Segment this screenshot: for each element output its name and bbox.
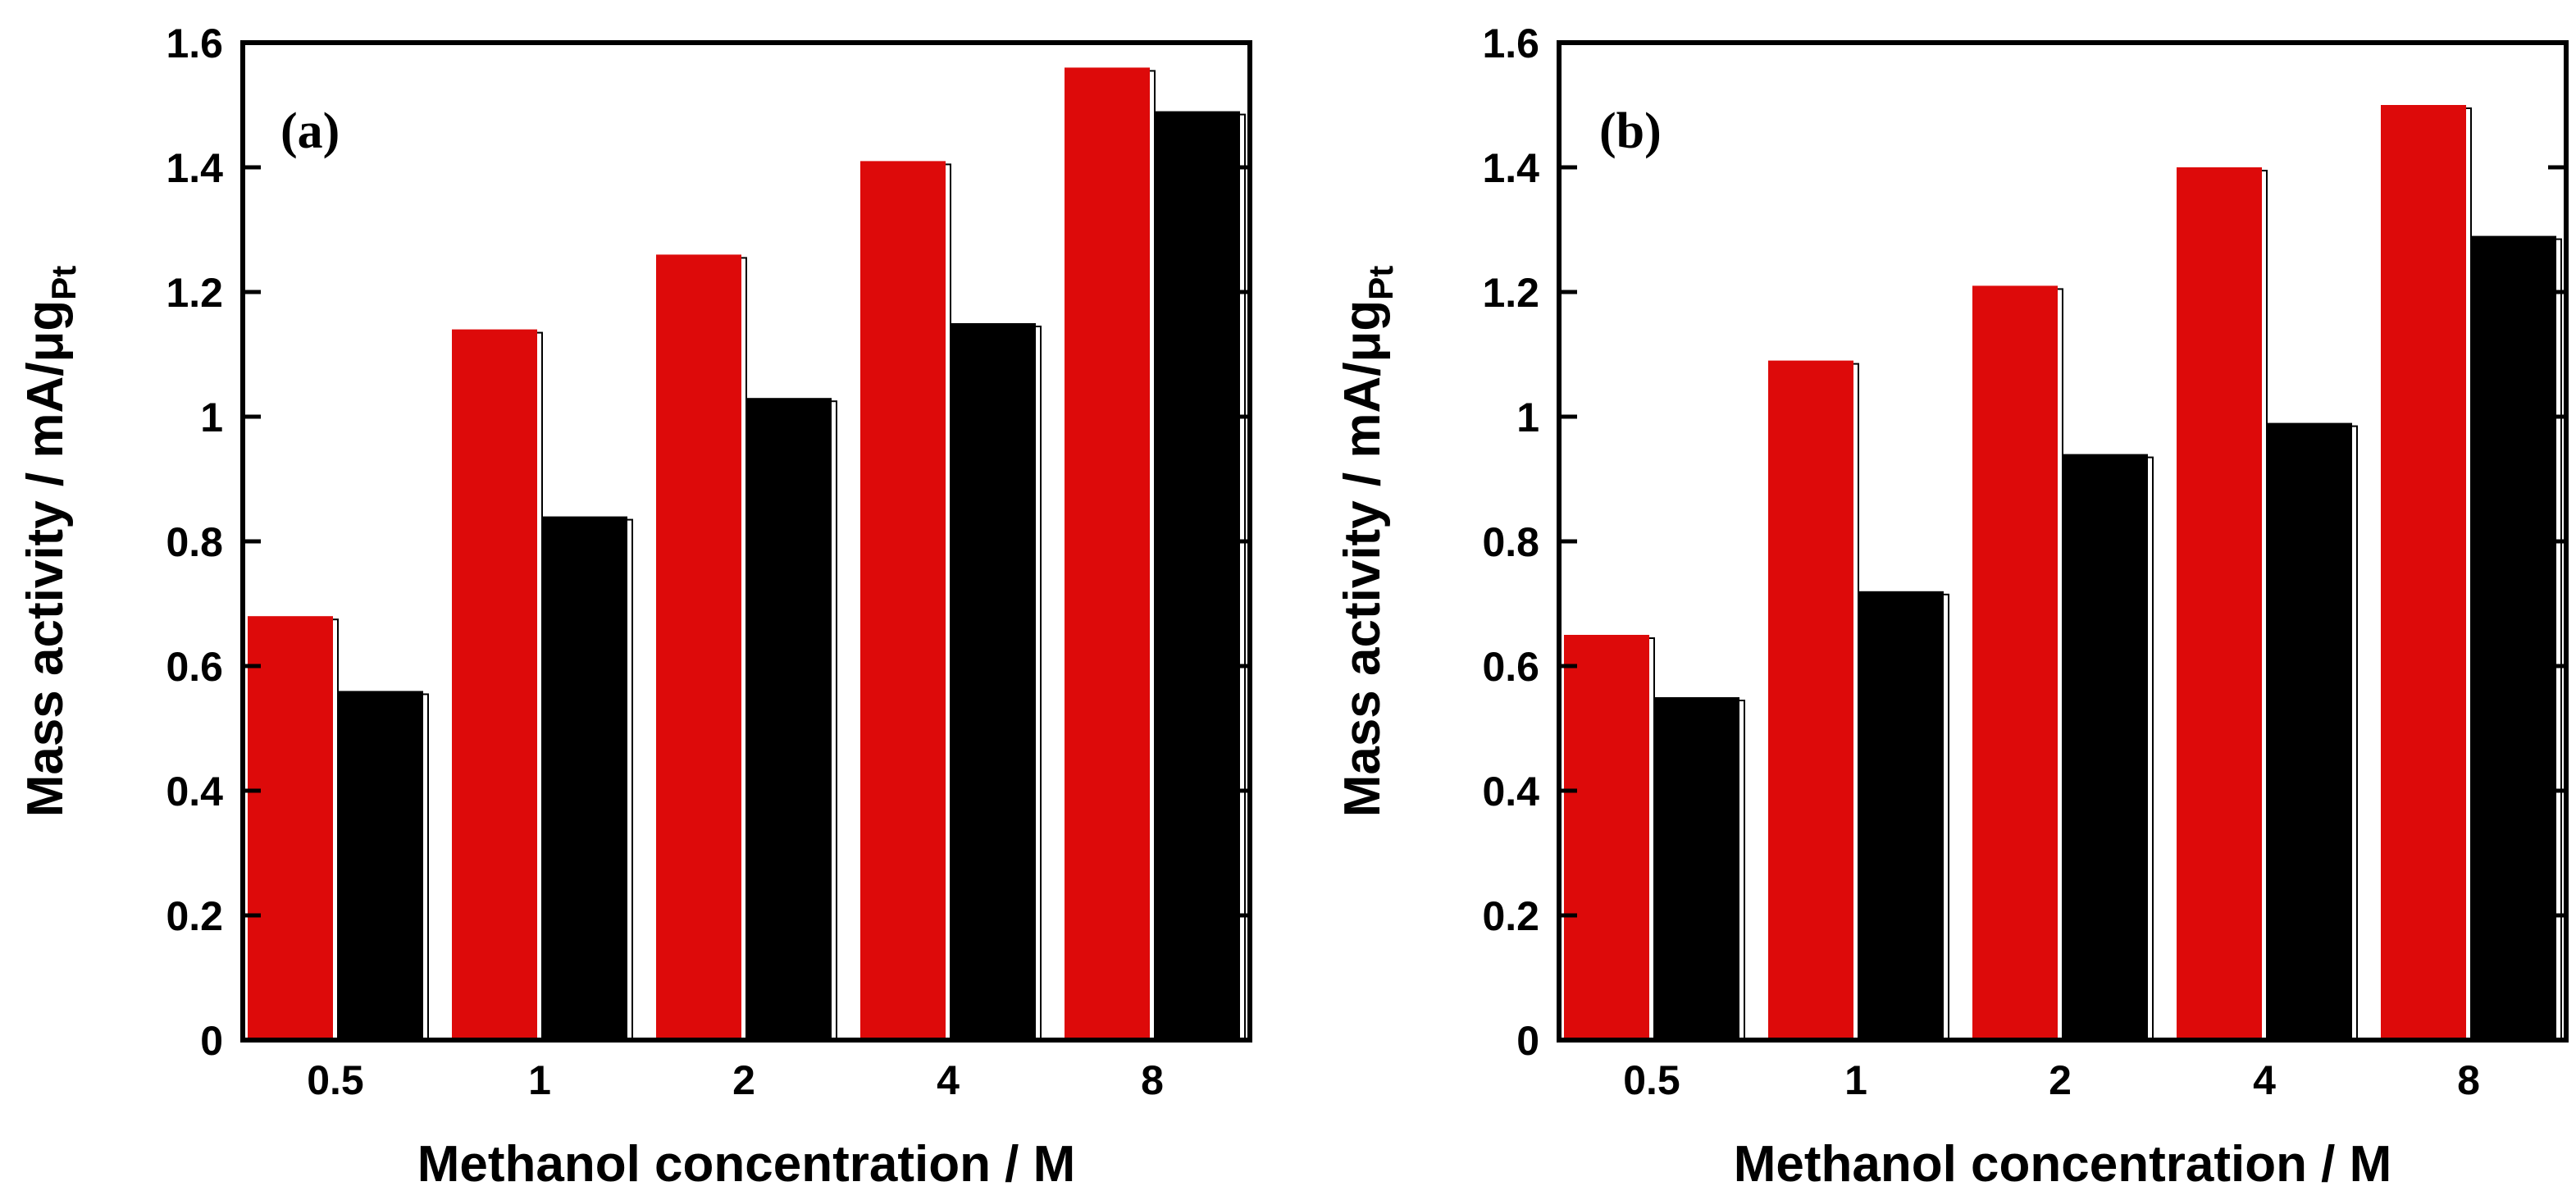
bar-red-0.5 (248, 616, 333, 1040)
y-axis-title-main: Mass activity / mA/μg (1334, 300, 1391, 818)
y-axis-ticks: 0 0.2 0.4 0.6 0.8 1 1.2 1.4 1.6 (1482, 21, 2566, 1064)
y-tick-label: 1 (200, 395, 223, 440)
y-tick-label: 1.4 (1482, 145, 1539, 191)
x-tick-label: 1 (528, 1057, 551, 1103)
bar-black-4 (951, 323, 1036, 1040)
x-axis-title: Methanol concentration / M (1734, 1136, 2392, 1193)
y-tick-label: 1.2 (1482, 270, 1539, 316)
y-axis-title-subscript: Pt (44, 266, 83, 300)
x-tick-label: 1 (1844, 1057, 1867, 1103)
y-tick-label: 0.8 (166, 519, 223, 565)
bar-black-0.5 (1654, 697, 1739, 1040)
bar-red-1 (1768, 360, 1853, 1041)
y-tick-label: 0.2 (1482, 893, 1539, 939)
y-axis-title-subscript: Pt (1361, 266, 1400, 300)
x-tick-label: 2 (2049, 1057, 2072, 1103)
x-axis-ticks: 0.5 1 2 4 8 (1623, 1057, 2480, 1103)
bar-black-1 (1858, 591, 1944, 1040)
bar-black-8 (1155, 111, 1240, 1041)
y-axis-ticks: 0 0.2 0.4 0.6 0.8 1 1.2 1.4 1.6 (166, 21, 1250, 1064)
bar-black-2 (2063, 454, 2148, 1040)
x-axis-ticks: 0.5 1 2 4 8 (307, 1057, 1164, 1103)
bar-black-4 (2267, 422, 2352, 1040)
bar-group (1564, 105, 2562, 1042)
x-tick-label: 8 (2457, 1057, 2480, 1103)
y-tick-label: 0.2 (166, 893, 223, 939)
bar-red-1 (452, 329, 537, 1041)
y-tick-label: 1.6 (166, 21, 223, 66)
y-tick-label: 0.4 (166, 769, 223, 814)
y-tick-label: 1 (1516, 395, 1539, 440)
y-axis-title: Mass activity / mA/μgPt (1334, 266, 1400, 818)
bar-red-8 (1065, 67, 1150, 1040)
x-axis-title: Methanol concentration / M (417, 1136, 1076, 1193)
panel-label: (a) (280, 103, 340, 159)
x-tick-label: 8 (1141, 1057, 1164, 1103)
y-axis-title-main: Mass activity / mA/μg (17, 300, 74, 818)
y-tick-label: 0 (1516, 1018, 1539, 1064)
x-tick-label: 0.5 (307, 1057, 364, 1103)
x-tick-label: 2 (732, 1057, 755, 1103)
y-tick-label: 0 (200, 1018, 223, 1064)
y-tick-label: 0.4 (1482, 769, 1539, 814)
bar-black-8 (2471, 235, 2556, 1041)
y-tick-label: 0.6 (1482, 644, 1539, 690)
x-tick-label: 0.5 (1623, 1057, 1680, 1103)
bar-red-2 (1972, 285, 2058, 1040)
bar-red-2 (656, 254, 741, 1040)
bar-black-2 (746, 398, 832, 1040)
panel-a: 0 0.2 0.4 0.6 0.8 1 1.2 1.4 1.6 0.5 1 2 4 8 (a) Meth… (17, 21, 1252, 1193)
bar-red-4 (860, 161, 946, 1040)
bar-red-8 (2381, 105, 2466, 1040)
bar-black-1 (542, 516, 627, 1040)
bar-red-4 (2177, 167, 2262, 1040)
y-tick-label: 1.2 (166, 270, 223, 316)
bar-black-0.5 (338, 691, 423, 1040)
bar-group (248, 67, 1246, 1042)
panel-label: (b) (1599, 103, 1662, 159)
bar-red-0.5 (1564, 635, 1649, 1040)
y-tick-label: 0.8 (1482, 519, 1539, 565)
x-tick-label: 4 (2253, 1057, 2276, 1103)
x-tick-label: 4 (937, 1057, 960, 1103)
y-tick-label: 1.4 (166, 145, 223, 191)
y-tick-label: 1.6 (1482, 21, 1539, 66)
y-tick-label: 0.6 (166, 644, 223, 690)
panel-b: 0 0.2 0.4 0.6 0.8 1 1.2 1.4 1.6 0.5 1 2 4 8 (b) Meth… (1334, 21, 2569, 1193)
y-axis-title: Mass activity / mA/μgPt (17, 266, 83, 818)
